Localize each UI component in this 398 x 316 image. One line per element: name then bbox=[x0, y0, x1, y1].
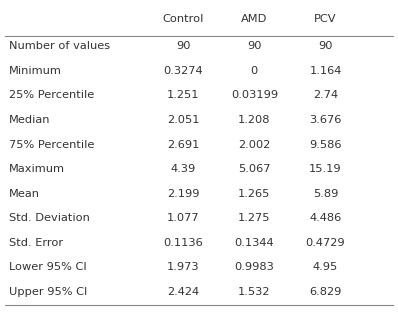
Text: 4.39: 4.39 bbox=[171, 164, 196, 174]
Text: 1.532: 1.532 bbox=[238, 287, 271, 297]
Text: Number of values: Number of values bbox=[9, 41, 110, 52]
Text: PCV: PCV bbox=[314, 14, 337, 24]
Text: 6.829: 6.829 bbox=[309, 287, 341, 297]
Text: Std. Error: Std. Error bbox=[9, 238, 63, 248]
Text: 0.4729: 0.4729 bbox=[306, 238, 345, 248]
Text: 0.3274: 0.3274 bbox=[163, 66, 203, 76]
Text: 2.051: 2.051 bbox=[167, 115, 199, 125]
Text: 2.199: 2.199 bbox=[167, 189, 199, 199]
Text: 4.95: 4.95 bbox=[313, 262, 338, 272]
Text: 1.077: 1.077 bbox=[167, 213, 199, 223]
Text: Median: Median bbox=[9, 115, 51, 125]
Text: 2.002: 2.002 bbox=[238, 140, 271, 149]
Text: Std. Deviation: Std. Deviation bbox=[9, 213, 90, 223]
Text: 1.251: 1.251 bbox=[167, 90, 199, 100]
Text: 90: 90 bbox=[176, 41, 190, 52]
Text: 90: 90 bbox=[318, 41, 333, 52]
Text: 90: 90 bbox=[247, 41, 261, 52]
Text: 2.74: 2.74 bbox=[313, 90, 338, 100]
Text: 4.486: 4.486 bbox=[309, 213, 341, 223]
Text: 5.89: 5.89 bbox=[313, 189, 338, 199]
Text: 0.1344: 0.1344 bbox=[234, 238, 274, 248]
Text: 2.691: 2.691 bbox=[167, 140, 199, 149]
Text: 0.03199: 0.03199 bbox=[231, 90, 278, 100]
Text: 1.164: 1.164 bbox=[309, 66, 341, 76]
Text: 0: 0 bbox=[251, 66, 258, 76]
Text: 1.275: 1.275 bbox=[238, 213, 271, 223]
Text: 0.1136: 0.1136 bbox=[163, 238, 203, 248]
Text: AMD: AMD bbox=[241, 14, 267, 24]
Text: 1.973: 1.973 bbox=[167, 262, 199, 272]
Text: 1.265: 1.265 bbox=[238, 189, 271, 199]
Text: 15.19: 15.19 bbox=[309, 164, 342, 174]
Text: Maximum: Maximum bbox=[9, 164, 65, 174]
Text: 75% Percentile: 75% Percentile bbox=[9, 140, 95, 149]
Text: 1.208: 1.208 bbox=[238, 115, 271, 125]
Text: 9.586: 9.586 bbox=[309, 140, 342, 149]
Text: 25% Percentile: 25% Percentile bbox=[9, 90, 95, 100]
Text: 0.9983: 0.9983 bbox=[234, 262, 274, 272]
Text: Control: Control bbox=[162, 14, 204, 24]
Text: Mean: Mean bbox=[9, 189, 40, 199]
Text: 3.676: 3.676 bbox=[309, 115, 341, 125]
Text: 2.424: 2.424 bbox=[167, 287, 199, 297]
Text: 5.067: 5.067 bbox=[238, 164, 271, 174]
Text: Lower 95% CI: Lower 95% CI bbox=[9, 262, 87, 272]
Text: Upper 95% CI: Upper 95% CI bbox=[9, 287, 88, 297]
Text: Minimum: Minimum bbox=[9, 66, 62, 76]
